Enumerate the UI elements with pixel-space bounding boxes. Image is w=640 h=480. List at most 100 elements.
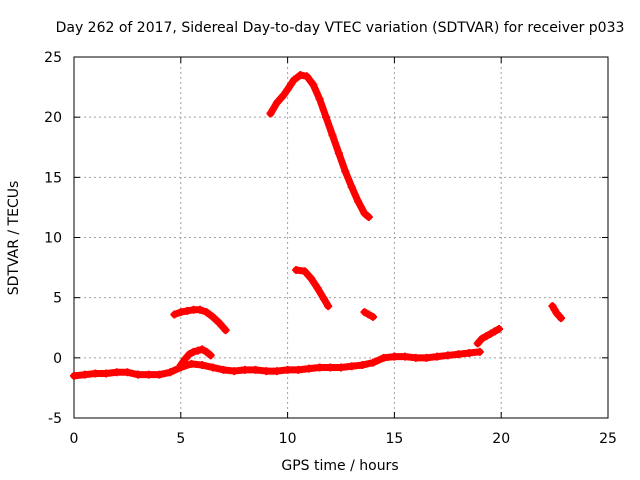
data-point — [482, 332, 491, 341]
data-point — [102, 369, 111, 378]
data-point — [477, 334, 486, 343]
data-point — [313, 284, 322, 293]
data-point — [465, 349, 474, 358]
data-point — [202, 347, 211, 356]
data-point — [495, 324, 504, 333]
data-point — [283, 85, 292, 94]
data-point — [486, 329, 495, 338]
data-point — [181, 355, 190, 364]
data-point — [290, 75, 299, 84]
x-tick-label: 10 — [279, 431, 297, 447]
x-tick-label: 5 — [176, 431, 185, 447]
data-point — [364, 310, 373, 319]
data-point — [322, 113, 331, 122]
x-tick-label: 0 — [70, 431, 79, 447]
data-point — [347, 182, 356, 191]
data-point — [354, 197, 363, 206]
data-point — [337, 363, 345, 372]
data-point — [272, 367, 281, 376]
data-point — [422, 353, 431, 362]
data-point — [202, 308, 211, 317]
data-point — [304, 364, 313, 373]
y-tick-label: 10 — [44, 231, 62, 247]
data-point — [307, 274, 316, 283]
data-point — [123, 368, 132, 377]
data-point — [155, 370, 164, 379]
data-point — [134, 370, 143, 379]
data-point — [80, 370, 89, 379]
data-point — [193, 346, 202, 355]
grid — [74, 57, 608, 418]
data-point — [473, 339, 482, 348]
axis-ticks: 0 5 10 15 20 25 -5 0 5 10 15 20 25 — [44, 50, 617, 447]
data-point — [170, 310, 179, 319]
data-point — [390, 352, 399, 361]
series-late-seg — [548, 302, 566, 323]
data-point — [401, 352, 410, 361]
data-point — [454, 350, 463, 359]
data-point — [112, 368, 121, 377]
series-arc-peak — [266, 71, 373, 222]
data-point — [183, 306, 192, 315]
y-tick-label: 0 — [53, 351, 62, 367]
data-point — [251, 365, 260, 374]
data-point — [364, 213, 373, 222]
data-point — [219, 365, 228, 374]
series-arc-low — [170, 305, 230, 335]
data-point — [302, 72, 311, 81]
data-point — [144, 370, 153, 379]
data-point — [189, 347, 198, 356]
data-point — [369, 312, 378, 321]
data-point — [328, 131, 337, 140]
data-point — [294, 365, 303, 374]
data-point — [176, 308, 185, 317]
data-point — [341, 167, 350, 176]
data-marks — [70, 71, 566, 380]
data-point — [296, 71, 305, 80]
series-late-rise — [473, 324, 504, 348]
y-axis-label: SDTVAR / TECUs — [6, 181, 22, 296]
series-rise-1 — [176, 345, 215, 370]
data-point — [70, 371, 78, 380]
data-point — [347, 362, 356, 371]
data-point — [360, 308, 369, 317]
x-tick-label: 15 — [385, 431, 403, 447]
data-point — [557, 314, 566, 323]
data-point — [300, 267, 309, 276]
data-point — [198, 361, 207, 370]
x-tick-label: 25 — [599, 431, 617, 447]
data-point — [279, 91, 288, 100]
data-point — [315, 95, 324, 104]
data-point — [433, 352, 442, 361]
data-point — [358, 361, 367, 370]
data-point — [411, 353, 420, 362]
series-short-1 — [360, 308, 378, 321]
data-point — [475, 347, 484, 356]
series-arc-mid — [292, 265, 333, 311]
data-point — [309, 80, 318, 89]
data-point — [185, 350, 194, 359]
data-point — [266, 109, 275, 118]
data-point — [324, 302, 333, 311]
data-point — [326, 363, 335, 372]
x-tick-label: 20 — [492, 431, 510, 447]
data-point — [196, 305, 205, 314]
y-tick-label: 5 — [53, 291, 62, 307]
data-point — [379, 353, 388, 362]
data-point — [208, 312, 217, 321]
data-point — [334, 149, 343, 158]
data-point — [292, 265, 301, 274]
y-tick-label: -5 — [48, 411, 62, 427]
data-point — [262, 367, 271, 376]
chart-title: Day 262 of 2017, Sidereal Day-to-day VTE… — [56, 20, 625, 36]
data-point — [221, 326, 230, 335]
data-point — [319, 294, 328, 303]
data-point — [360, 209, 369, 218]
data-point — [283, 365, 292, 374]
data-point — [315, 363, 324, 372]
data-point — [240, 365, 249, 374]
data-point — [198, 345, 207, 354]
y-tick-label: 15 — [44, 170, 62, 186]
data-point — [272, 98, 281, 107]
